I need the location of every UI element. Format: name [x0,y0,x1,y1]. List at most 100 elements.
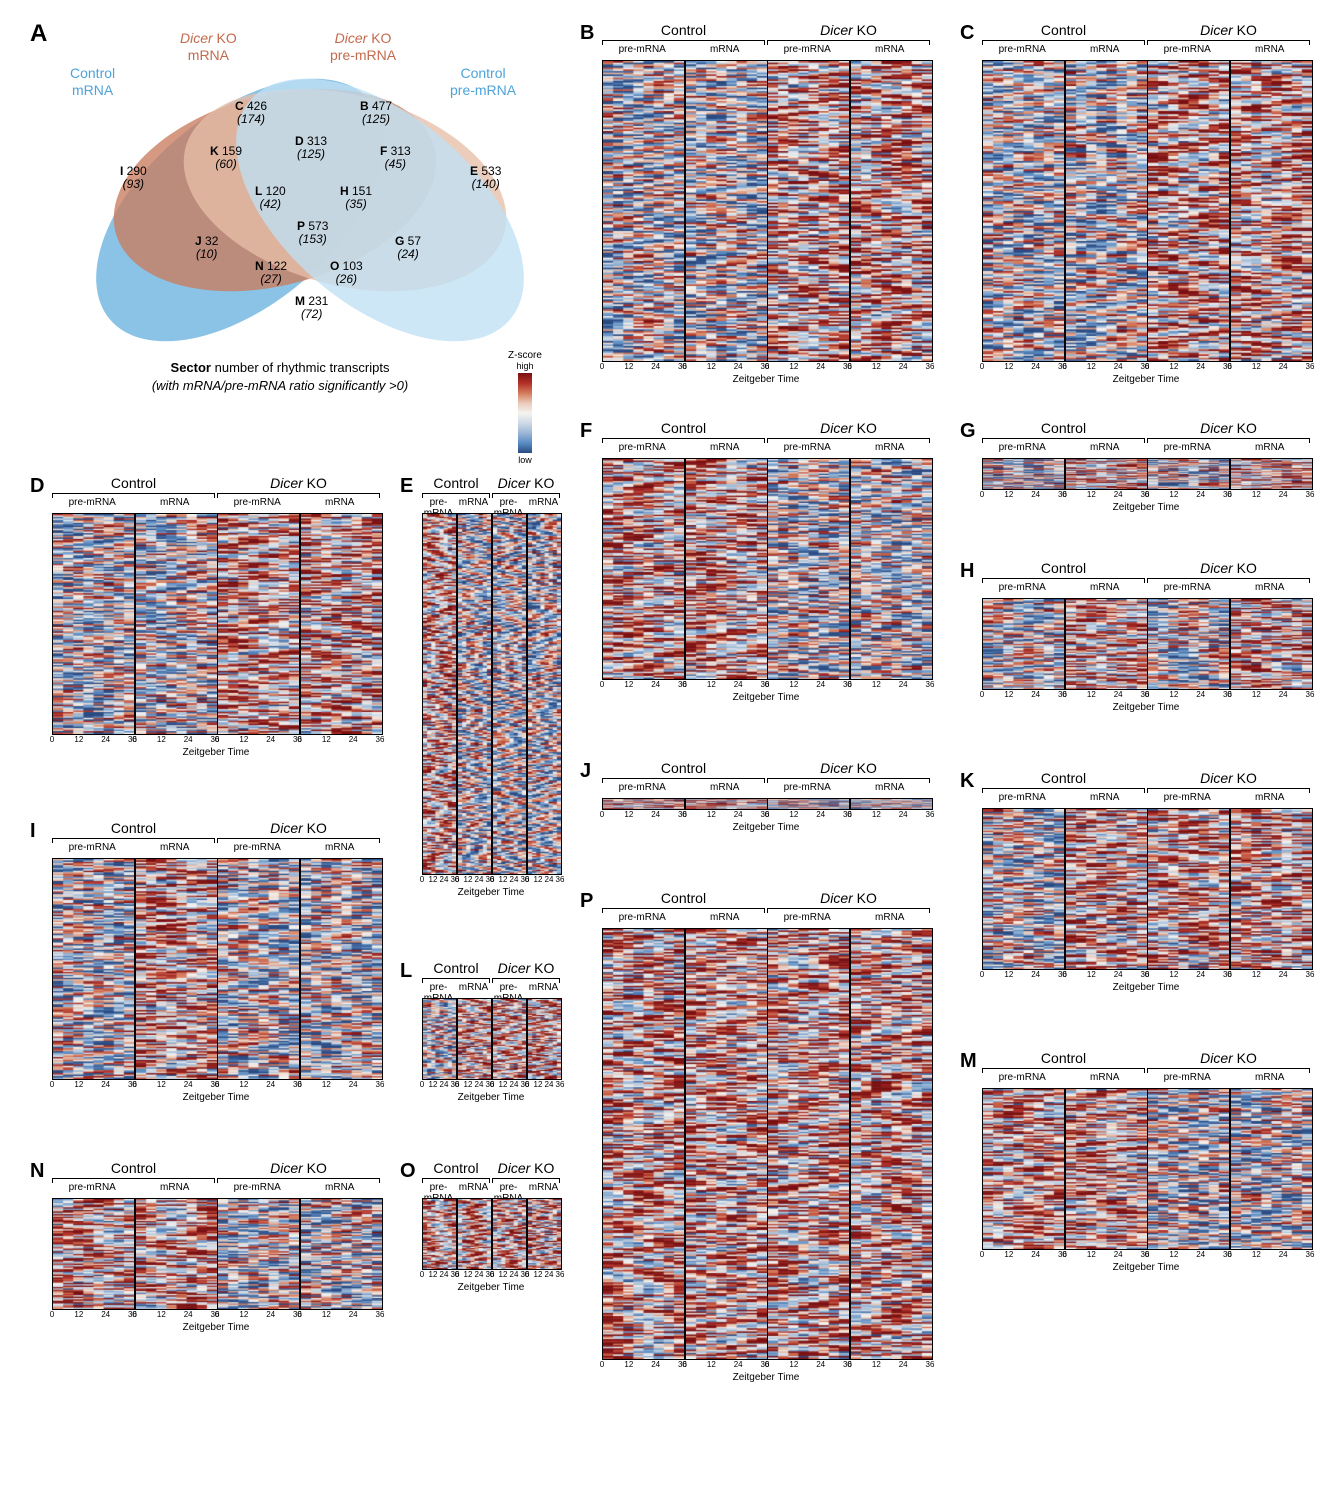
xtick: 12 [624,680,633,689]
xtick: 0 [525,1270,529,1279]
sub-label: mRNA [685,912,766,923]
xtick: 12 [1087,970,1096,979]
sub-label: mRNA [850,782,931,793]
xtick: 24 [1279,970,1288,979]
venn-set-label: Dicer KOpre-mRNA [330,30,396,64]
xlabel: Zeitgeber Time [602,692,930,703]
group-labels: ControlDicer KO [52,1160,380,1178]
heatmap-canvas [492,998,527,1080]
sub-labels: pre-mRNAmRNApre-mRNAmRNA [602,912,930,926]
xtick: 12 [534,875,543,884]
group-labels: ControlDicer KO [52,820,380,838]
heatmap-canvas [982,808,1065,970]
xtick: 24 [1196,490,1205,499]
xtick: 12 [1169,1250,1178,1259]
sub-label: pre-mRNA [217,1182,298,1193]
xtick: 12 [789,810,798,819]
zscore-legend: Z-scorehighlow [490,350,560,465]
xlabel: Zeitgeber Time [602,822,930,833]
xtick: 0 [490,1270,494,1279]
xtick: 0 [455,1270,459,1279]
xtick: 36 [926,810,935,819]
sub-label: pre-mRNA [767,912,848,923]
heatmap-row [52,858,380,1078]
heatmap-canvas [457,513,492,875]
xtick: 24 [349,1310,358,1319]
xtick: 36 [926,362,935,371]
xtick: 24 [1196,362,1205,371]
heatmap-canvas [602,60,685,362]
xlabel: Zeitgeber Time [422,1282,560,1293]
group-label: Control [602,760,765,783]
heatmap-canvas [52,1198,135,1310]
group-label: Control [982,420,1145,443]
sub-label: mRNA [1230,1072,1311,1083]
xtick: 12 [872,810,881,819]
sub-label: pre-mRNA [982,44,1063,55]
sub-label: mRNA [1065,442,1146,453]
venn-sector-H: H 151(35) [340,185,372,211]
xtick: 24 [734,810,743,819]
xtick: 36 [376,735,385,744]
heatmap-canvas [217,513,300,735]
xtick: 0 [455,875,459,884]
xtick: 12 [789,362,798,371]
sub-labels: pre-mRNAmRNApre-mRNAmRNA [982,442,1310,456]
panel-tag: F [580,420,592,443]
venn-sector-N: N 122(27) [255,260,287,286]
sub-labels: pre-mRNAmRNApre-mRNAmRNA [982,44,1310,58]
xtick: 0 [1145,490,1149,499]
xtick: 24 [899,362,908,371]
heatmap-canvas [457,1198,492,1270]
sub-label: mRNA [135,1182,216,1193]
sub-label: pre-mRNA [767,44,848,55]
xtick: 12 [1252,690,1261,699]
group-label: Dicer KO [1147,22,1310,45]
xtick: 12 [157,1310,166,1319]
xtick: 12 [707,680,716,689]
sub-label: mRNA [685,782,766,793]
xtick: 24 [266,735,275,744]
sub-label: mRNA [850,442,931,453]
heatmap-canvas [1065,808,1148,970]
group-label: Control [982,560,1145,583]
heatmap-canvas [217,1198,300,1310]
panel-tag: L [400,960,412,983]
heatmap-canvas [135,1198,218,1310]
heatmap-canvas [982,458,1065,490]
xtick: 0 [980,362,984,371]
xtick: 0 [525,1080,529,1089]
panel-tag: P [580,890,593,913]
xtick: 0 [847,362,851,371]
group-label: Control [422,1160,490,1183]
xtick: 24 [266,1310,275,1319]
panel-tag: N [30,1160,44,1183]
xtick: 0 [1145,362,1149,371]
heatmap-canvas [767,60,850,362]
xticks: 0122436012243601224360122436 [52,735,380,747]
group-label: Control [982,22,1145,45]
xtick: 24 [266,1080,275,1089]
panel-tag: I [30,820,36,843]
sub-label: mRNA [850,44,931,55]
sub-label: mRNA [457,497,490,508]
heatmap-row [602,798,930,808]
xticks: 0122436012243601224360122436 [422,1080,560,1092]
heatmap-canvas [135,858,218,1080]
xtick: 24 [545,1270,554,1279]
xtick: 12 [872,1360,881,1369]
heatmap-canvas [1147,60,1230,362]
xtick: 0 [1227,690,1231,699]
sub-label: mRNA [685,44,766,55]
sub-labels: pre-mRNAmRNApre-mRNAmRNA [602,782,930,796]
xtick: 12 [534,1270,543,1279]
xtick: 24 [1031,362,1040,371]
xtick: 0 [682,1360,686,1369]
xtick: 24 [475,1270,484,1279]
xtick: 12 [429,875,438,884]
venn-sector-F: F 313(45) [380,145,411,171]
sub-labels: pre-mRNAmRNApre-mRNAmRNA [422,497,560,511]
xtick: 12 [74,735,83,744]
xtick: 12 [872,680,881,689]
xtick: 0 [215,735,219,744]
